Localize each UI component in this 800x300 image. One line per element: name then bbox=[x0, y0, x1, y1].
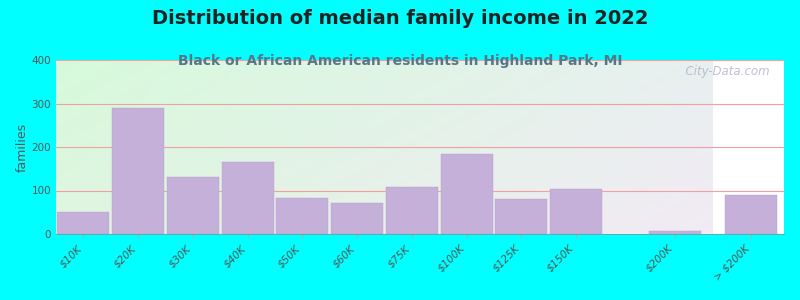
Text: City-Data.com: City-Data.com bbox=[678, 65, 770, 78]
Bar bbox=[58, 212, 110, 234]
Bar bbox=[386, 187, 438, 234]
Y-axis label: families: families bbox=[16, 122, 29, 172]
Bar bbox=[112, 108, 164, 234]
Bar bbox=[441, 154, 493, 234]
Bar bbox=[725, 195, 777, 234]
Bar bbox=[331, 203, 383, 234]
Bar bbox=[276, 198, 328, 234]
Bar bbox=[550, 189, 602, 234]
Bar bbox=[495, 199, 547, 234]
Bar bbox=[167, 178, 219, 234]
Bar bbox=[222, 162, 274, 234]
Bar bbox=[649, 230, 701, 234]
Text: Distribution of median family income in 2022: Distribution of median family income in … bbox=[152, 9, 648, 28]
Text: Black or African American residents in Highland Park, MI: Black or African American residents in H… bbox=[178, 54, 622, 68]
